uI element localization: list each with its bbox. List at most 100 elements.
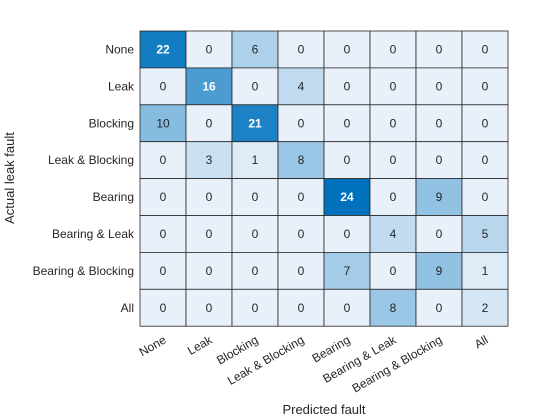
cell-value-label: 21 (248, 116, 262, 130)
heatmap-cell (461, 288, 509, 327)
cell-value-label: 0 (436, 116, 443, 130)
heatmap-cell (415, 141, 463, 179)
cell-value-label: 0 (390, 153, 397, 167)
heatmap-cell (323, 215, 371, 253)
heatmap-cell (461, 251, 509, 290)
cell-value-label: 0 (160, 79, 167, 93)
cell-value-label: 0 (390, 79, 397, 93)
heatmap-cell (277, 104, 325, 143)
cell-value-label: 0 (298, 264, 305, 278)
heatmap-cell (277, 141, 325, 179)
cell-value-label: 16 (202, 79, 216, 93)
cell-value-label: 0 (482, 116, 489, 130)
cell-value-label: 0 (482, 79, 489, 93)
heatmap-cell (185, 30, 233, 69)
heatmap-cell (369, 30, 417, 69)
cell-value-label: 0 (206, 301, 213, 315)
heatmap-cell (461, 104, 509, 143)
y-tick-label: All (121, 301, 134, 315)
cell-value-label: 0 (390, 42, 397, 56)
cell-value-label: 0 (482, 190, 489, 204)
cell-value-label: 4 (390, 227, 397, 241)
cell-value-label: 0 (436, 301, 443, 315)
cell-value-label: 8 (298, 153, 305, 167)
heatmap-cell (231, 30, 279, 69)
cell-value-label: 0 (482, 42, 489, 56)
cell-value-label: 7 (344, 264, 351, 278)
heatmap-cell (185, 67, 233, 106)
heatmap-cell (323, 141, 371, 179)
heatmap-cell (461, 178, 509, 216)
cell-value-label: 0 (252, 190, 259, 204)
heatmap-cell (139, 288, 187, 327)
cell-value-label: 22 (156, 42, 170, 56)
cell-value-label: 0 (390, 264, 397, 278)
heatmap-cell (461, 30, 509, 69)
heatmap-cell (231, 141, 279, 179)
cell-value-label: 0 (206, 264, 213, 278)
cell-value-label: 0 (206, 42, 213, 56)
cell-value-label: 0 (436, 42, 443, 56)
cell-value-label: 0 (252, 301, 259, 315)
cell-value-label: 0 (160, 227, 167, 241)
heatmap-cell (185, 104, 233, 143)
heatmap-cell (139, 251, 187, 290)
heatmap-cell (231, 104, 279, 143)
heatmap-cell (277, 178, 325, 216)
cell-value-label: 0 (298, 116, 305, 130)
heatmap-cell (139, 30, 187, 69)
cell-value-label: 0 (344, 42, 351, 56)
heatmap-cell (415, 251, 463, 290)
heatmap-cell (185, 251, 233, 290)
heatmap-cell (415, 104, 463, 143)
cell-value-label: 0 (206, 116, 213, 130)
cell-value-label: 0 (344, 153, 351, 167)
x-tick-label: Leak (185, 332, 215, 358)
cell-value-label: 0 (160, 264, 167, 278)
y-tick-label: None (105, 42, 134, 56)
cell-value-label: 0 (344, 116, 351, 130)
cell-value-label: 0 (298, 190, 305, 204)
heatmap-cell (139, 104, 187, 143)
x-axis-title: Predicted fault (282, 402, 365, 417)
cell-value-label: 0 (298, 42, 305, 56)
cell-value-label: 5 (482, 227, 489, 241)
heatmap-cell (415, 178, 463, 216)
cell-value-label: 0 (252, 264, 259, 278)
y-axis-title: Actual leak fault (2, 132, 17, 224)
cell-value-label: 4 (298, 79, 305, 93)
y-tick-label: Blocking (89, 116, 134, 130)
cell-value-label: 10 (156, 116, 170, 130)
cell-value-label: 0 (206, 227, 213, 241)
cell-value-label: 1 (482, 264, 489, 278)
heatmap-cell (277, 288, 325, 327)
heatmap-cell (369, 67, 417, 106)
heatmap-cell (461, 215, 509, 253)
y-tick-label: Bearing & Blocking (33, 264, 134, 278)
cell-value-label: 9 (436, 264, 443, 278)
cell-value-label: 0 (160, 301, 167, 315)
heatmap-cell (369, 104, 417, 143)
cell-value-label: 9 (436, 190, 443, 204)
cell-value-label: 3 (206, 153, 213, 167)
cell-value-label: 6 (252, 42, 259, 56)
cell-value-label: 0 (436, 79, 443, 93)
heatmap-cell (231, 251, 279, 290)
cell-value-label: 0 (344, 301, 351, 315)
heatmap-cell (369, 215, 417, 253)
cell-value-label: 2 (482, 301, 489, 315)
cell-value-label: 0 (436, 153, 443, 167)
y-tick-label: Bearing (93, 190, 134, 204)
cell-value-label: 0 (160, 190, 167, 204)
cell-value-label: 0 (252, 227, 259, 241)
heatmap-cells: 22 0 6 0 0 0 0 0 0 16 0 4 0 0 0 0 10 0 21 0 0 0 0 0 0 3 1 8 0 0 0 0 0 0 0 0… (139, 30, 509, 327)
x-tick-label: All (472, 333, 491, 352)
heatmap-cell (277, 67, 325, 106)
y-tick-label: Bearing & Leak (52, 227, 135, 241)
cell-value-label: 0 (252, 79, 259, 93)
heatmap-cell (415, 215, 463, 253)
heatmap-cell (185, 215, 233, 253)
cell-value-label: 0 (390, 116, 397, 130)
